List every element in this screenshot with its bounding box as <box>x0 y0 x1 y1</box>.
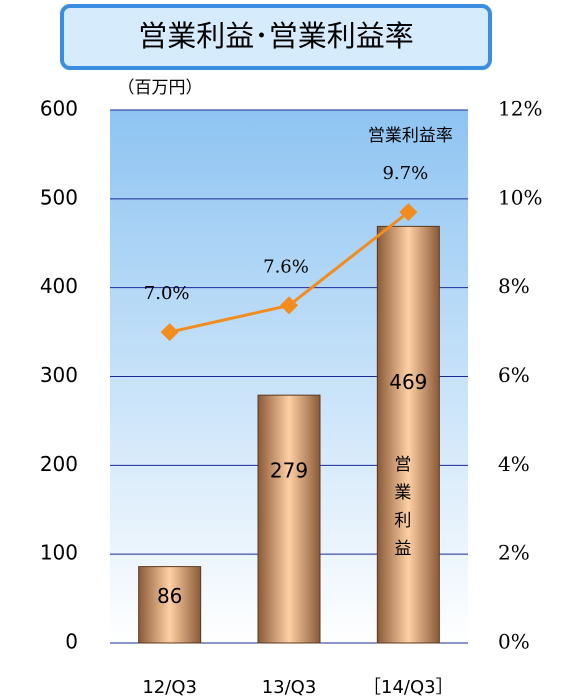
line-marker <box>399 203 418 222</box>
line-marker <box>280 296 298 315</box>
bar <box>257 394 321 644</box>
line-value-label: 7.6% <box>263 256 309 277</box>
x-tick-label: 13/Q3 <box>262 677 317 698</box>
x-tick-label: ［14/Q3］ <box>363 677 454 698</box>
series-label: 営業利益 <box>390 455 411 567</box>
chart-title: 営業利益･営業利益率 <box>138 19 414 53</box>
y-tick-label: 400 <box>40 274 78 298</box>
line-value-label: 7.0% <box>144 283 190 304</box>
y-tick-label: 600 <box>40 97 78 121</box>
y2-tick-label: 2% <box>498 541 530 565</box>
title-box <box>60 4 492 70</box>
line-marker <box>160 323 179 342</box>
x-tick-label: 12/Q3 <box>142 677 197 698</box>
series-label: 営業利益率 <box>368 126 453 146</box>
y-tick-label: 100 <box>40 541 78 565</box>
bar <box>376 225 440 644</box>
line-value-label: 9.7% <box>382 163 428 184</box>
y2-tick-label: 6% <box>498 363 530 387</box>
y2-tick-label: 4% <box>498 452 530 476</box>
y2-tick-label: 8% <box>498 274 530 298</box>
y2-tick-label: 12% <box>498 97 542 121</box>
y-tick-label: 500 <box>40 185 78 209</box>
bar-value-label: 86 <box>157 584 182 608</box>
bar <box>138 566 202 644</box>
bar-value-label: 469 <box>389 370 427 394</box>
y2-tick-label: 10% <box>498 185 542 209</box>
y-tick-label: 300 <box>40 363 78 387</box>
unit-label: （百万円） <box>118 78 203 98</box>
y-tick-label: 200 <box>40 452 78 476</box>
y-tick-label: 0 <box>65 630 78 654</box>
bar-value-label: 279 <box>270 459 308 483</box>
y2-tick-label: 0% <box>498 630 530 654</box>
